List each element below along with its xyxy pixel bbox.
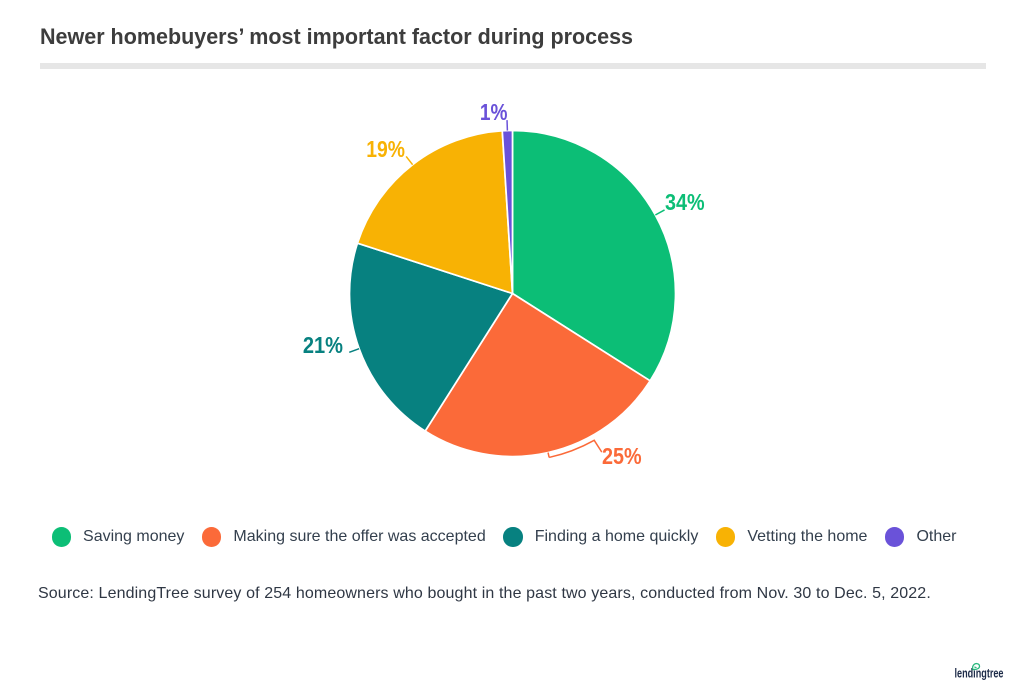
svg-text:34%: 34% [665,188,705,215]
svg-text:25%: 25% [602,442,642,469]
svg-text:lendingtree: lendingtree [955,666,1004,681]
svg-text:21%: 21% [303,332,343,359]
svg-text:19%: 19% [366,136,405,162]
svg-text:1%: 1% [480,99,508,125]
